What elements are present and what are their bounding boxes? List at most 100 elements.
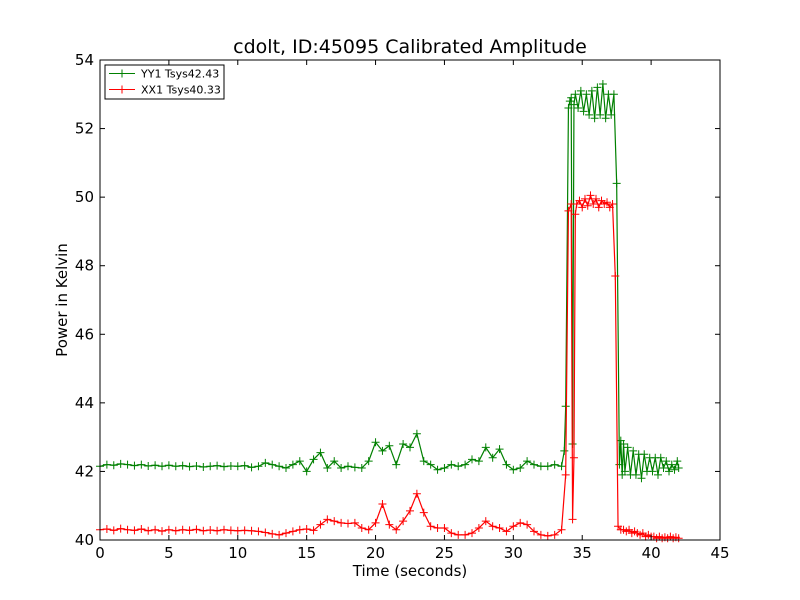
data-point (619, 440, 628, 448)
data-point (399, 440, 408, 448)
data-point (659, 464, 668, 472)
data-point (589, 200, 598, 208)
data-point (667, 460, 676, 469)
data-point (364, 525, 373, 534)
data-point (640, 450, 649, 459)
data-point (226, 526, 235, 535)
data-point (674, 464, 683, 472)
data-point (523, 520, 532, 529)
series-layer (96, 80, 683, 543)
y-tick-label: 46 (75, 325, 94, 343)
data-point (662, 457, 671, 466)
data-point (116, 459, 125, 468)
data-point (364, 457, 373, 466)
data-point (213, 461, 222, 470)
data-point (550, 460, 559, 469)
data-point (454, 530, 463, 539)
y-axis-label: Power in Kelvin (53, 243, 71, 357)
data-point (543, 531, 552, 540)
data-point (385, 520, 394, 529)
data-point (569, 100, 578, 109)
x-tick-label: 35 (573, 544, 592, 562)
data-point (447, 529, 456, 538)
data-point (192, 461, 201, 470)
data-point (582, 90, 591, 99)
data-point (288, 460, 297, 469)
data-point (580, 194, 589, 203)
data-point (594, 203, 603, 212)
data-point (240, 526, 249, 535)
data-point (371, 518, 380, 527)
data-point (102, 525, 111, 534)
data-point (593, 83, 602, 92)
data-point (144, 526, 153, 535)
data-point (609, 90, 618, 99)
data-point (254, 527, 263, 536)
data-point (561, 470, 570, 479)
data-point (530, 527, 538, 536)
y-tick-label: 44 (75, 394, 94, 412)
data-point (561, 402, 570, 411)
legend-entry-xx1: XX1 Tsys40.33 (109, 84, 221, 97)
data-point (674, 534, 683, 543)
data-point (275, 462, 284, 471)
data-point (385, 441, 394, 450)
data-point (295, 457, 304, 466)
data-point (516, 464, 525, 472)
data-point (392, 525, 401, 534)
data-point (247, 526, 256, 535)
data-point (673, 457, 682, 466)
data-point (565, 97, 574, 106)
data-point (330, 457, 339, 466)
data-point (592, 194, 600, 203)
plot-frame (99, 59, 721, 541)
data-point (350, 463, 359, 472)
x-axis-label: Time (seconds) (352, 562, 468, 580)
data-point (164, 525, 173, 534)
plot-area (100, 60, 720, 540)
data-point (536, 530, 545, 539)
data-point (206, 462, 215, 471)
data-point (637, 474, 646, 483)
data-point (164, 461, 173, 470)
x-tick-label: 10 (228, 544, 247, 562)
data-point (185, 526, 194, 535)
data-point (568, 515, 577, 524)
data-point (433, 524, 442, 532)
legend-marker-yy1 (118, 69, 126, 78)
data-point (158, 462, 166, 471)
y-tick-label: 52 (75, 120, 94, 138)
data-point (509, 465, 518, 474)
data-point (371, 438, 380, 447)
data-point (447, 460, 456, 469)
data-point (611, 272, 620, 280)
data-point (220, 525, 228, 534)
data-point (412, 429, 421, 438)
data-point (137, 525, 146, 534)
data-point (137, 460, 146, 469)
data-point (631, 470, 640, 479)
data-point (530, 460, 538, 469)
data-point (206, 526, 215, 535)
data-point (199, 526, 208, 535)
data-point (406, 506, 414, 515)
data-point (607, 110, 616, 119)
data-point (392, 460, 401, 469)
data-point (502, 460, 511, 469)
data-point (629, 446, 638, 455)
data-point (596, 110, 605, 119)
y-tick-label: 40 (75, 531, 94, 549)
data-point (102, 460, 111, 469)
y-tick-label: 48 (75, 257, 94, 275)
data-point (670, 465, 679, 474)
data-point (543, 462, 552, 471)
legend-entry-yy1: YY1 Tsys42.43 (109, 68, 219, 81)
data-point (261, 528, 270, 537)
data-point (567, 93, 576, 102)
data-point (282, 529, 290, 538)
data-point (571, 90, 580, 99)
data-point (261, 458, 270, 467)
data-point (185, 462, 194, 471)
data-point (233, 526, 242, 535)
